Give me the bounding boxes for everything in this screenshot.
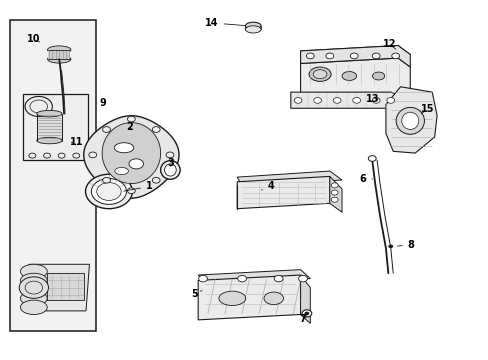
Text: 5: 5 <box>190 289 202 299</box>
Circle shape <box>306 53 314 59</box>
Polygon shape <box>300 58 409 96</box>
Polygon shape <box>47 273 83 300</box>
Text: 13: 13 <box>365 94 378 104</box>
Ellipse shape <box>401 112 418 130</box>
Circle shape <box>371 98 379 103</box>
Circle shape <box>294 98 302 103</box>
Text: 14: 14 <box>204 18 244 28</box>
Polygon shape <box>102 123 160 184</box>
Ellipse shape <box>160 161 180 179</box>
Text: 3: 3 <box>167 158 173 168</box>
Ellipse shape <box>308 67 330 81</box>
Polygon shape <box>290 92 397 108</box>
Text: 7: 7 <box>299 314 306 324</box>
Ellipse shape <box>37 111 62 117</box>
Circle shape <box>330 183 337 188</box>
Text: 4: 4 <box>261 181 274 191</box>
Text: 9: 9 <box>97 98 106 108</box>
Polygon shape <box>237 176 329 209</box>
Ellipse shape <box>20 291 47 306</box>
Polygon shape <box>385 87 436 153</box>
Ellipse shape <box>47 46 71 54</box>
Circle shape <box>386 98 394 103</box>
Text: 1: 1 <box>124 181 152 192</box>
Ellipse shape <box>313 70 326 79</box>
Circle shape <box>152 127 160 132</box>
Ellipse shape <box>219 291 245 306</box>
Text: 11: 11 <box>69 138 83 147</box>
Circle shape <box>19 277 48 298</box>
Text: 8: 8 <box>397 239 414 249</box>
Circle shape <box>387 244 392 248</box>
Polygon shape <box>329 176 341 212</box>
Circle shape <box>332 98 340 103</box>
Ellipse shape <box>20 282 47 297</box>
Polygon shape <box>300 45 409 67</box>
Ellipse shape <box>20 264 47 279</box>
Circle shape <box>85 174 132 209</box>
Ellipse shape <box>115 167 128 175</box>
Circle shape <box>391 53 399 59</box>
Circle shape <box>349 53 357 59</box>
Circle shape <box>91 179 126 204</box>
Polygon shape <box>300 45 409 60</box>
Ellipse shape <box>20 273 47 288</box>
Bar <box>10 21 96 330</box>
Circle shape <box>304 312 309 315</box>
Circle shape <box>367 156 375 161</box>
Circle shape <box>152 177 160 183</box>
Polygon shape <box>83 116 179 198</box>
Polygon shape <box>198 275 300 320</box>
Polygon shape <box>29 264 89 311</box>
Polygon shape <box>237 171 341 185</box>
Circle shape <box>298 275 307 282</box>
Circle shape <box>330 190 337 195</box>
Circle shape <box>352 98 360 103</box>
Ellipse shape <box>164 164 176 176</box>
Text: 12: 12 <box>382 40 396 49</box>
Circle shape <box>237 275 246 282</box>
Ellipse shape <box>372 72 384 80</box>
Text: 2: 2 <box>126 122 133 132</box>
Polygon shape <box>300 58 397 85</box>
Ellipse shape <box>20 300 47 315</box>
Ellipse shape <box>37 137 62 144</box>
Ellipse shape <box>264 292 283 305</box>
Bar <box>37 114 62 140</box>
Circle shape <box>127 188 135 194</box>
Circle shape <box>127 116 135 122</box>
Polygon shape <box>300 275 310 323</box>
Circle shape <box>89 152 97 158</box>
Circle shape <box>102 177 110 183</box>
Text: 6: 6 <box>359 174 372 184</box>
Circle shape <box>198 275 207 282</box>
Ellipse shape <box>114 143 134 153</box>
Circle shape <box>274 275 283 282</box>
Ellipse shape <box>245 26 261 33</box>
Circle shape <box>97 183 121 201</box>
Circle shape <box>325 53 333 59</box>
Circle shape <box>313 98 321 103</box>
Text: 10: 10 <box>27 35 41 44</box>
Text: 15: 15 <box>420 104 433 114</box>
Ellipse shape <box>245 22 261 30</box>
Bar <box>47 50 70 59</box>
Polygon shape <box>198 270 310 284</box>
Ellipse shape <box>395 107 424 134</box>
Ellipse shape <box>341 72 356 81</box>
Circle shape <box>102 127 110 132</box>
Ellipse shape <box>129 159 143 169</box>
Circle shape <box>166 152 174 158</box>
Circle shape <box>302 310 311 317</box>
Circle shape <box>371 53 379 59</box>
Ellipse shape <box>47 55 71 63</box>
Bar <box>22 94 88 160</box>
Circle shape <box>330 197 337 202</box>
